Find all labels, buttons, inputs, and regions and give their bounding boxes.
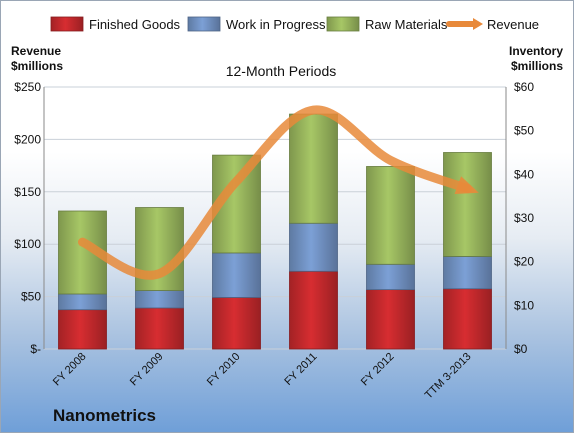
- company-name: Nanometrics: [53, 406, 156, 425]
- bar-segment: [443, 256, 492, 290]
- legend: Finished Goods Work in Progress Raw Materi…: [50, 16, 539, 32]
- left-tick-label: $250: [14, 80, 41, 94]
- right-tick-label: $20: [514, 255, 534, 269]
- right-tick-label: $0: [514, 342, 528, 356]
- gridlines: [43, 86, 507, 350]
- right-tick-label: $40: [514, 167, 534, 181]
- legend-label: Raw Materials: [365, 17, 448, 32]
- legend-label: Revenue: [487, 17, 539, 32]
- bar-segment: [289, 222, 338, 272]
- bar-segment: [58, 309, 107, 350]
- category-label: TTM 3-2013: [423, 351, 474, 402]
- left-axis-title-line2: $millions: [11, 59, 63, 73]
- left-axis-ticks: $- $50 $100 $150 $200 $250: [14, 80, 41, 356]
- legend-arrow-icon: [473, 18, 483, 30]
- left-tick-label: $100: [14, 237, 41, 251]
- bar-segment: [366, 263, 415, 291]
- left-tick-label: $50: [21, 290, 41, 304]
- bar-segment: [135, 307, 184, 350]
- left-tick-label: $200: [14, 132, 41, 146]
- right-tick-label: $10: [514, 298, 534, 312]
- legend-label: Work in Progress: [226, 17, 326, 32]
- bar-segment: [443, 288, 492, 350]
- category-label: FY 2012: [359, 351, 397, 389]
- legend-label: Finished Goods: [89, 17, 181, 32]
- chart-subtitle: 12-Month Periods: [226, 63, 337, 79]
- revenue-arrowhead: [454, 176, 479, 194]
- left-axis-title-line1: Revenue: [11, 44, 61, 58]
- right-tick-label: $50: [514, 124, 534, 138]
- bar-segment: [289, 270, 338, 350]
- bar-segment: [212, 252, 261, 298]
- legend-swatch: [50, 16, 84, 32]
- category-label: FY 2011: [282, 351, 319, 388]
- left-tick-label: $150: [14, 185, 41, 199]
- legend-swatch: [187, 16, 221, 32]
- right-tick-label: $60: [514, 80, 534, 94]
- bar-segment: [366, 289, 415, 350]
- revenue-line: [78, 105, 472, 280]
- bar-stacks: [58, 113, 492, 350]
- category-label: FY 2008: [51, 351, 89, 389]
- bar-segment: [443, 152, 492, 257]
- bar-segment: [212, 297, 261, 350]
- bar-segment: [135, 290, 184, 309]
- category-label: FY 2010: [205, 351, 243, 389]
- category-label: FY 2009: [128, 351, 166, 389]
- right-axis-title-line2: $millions: [511, 59, 563, 73]
- bar-segment: [58, 293, 107, 311]
- left-tick-label: $-: [30, 342, 41, 356]
- bar-segment: [366, 166, 415, 265]
- right-axis-ticks: $0 $10 $20 $30 $40 $50 $60: [514, 80, 534, 356]
- bar-segment: [289, 113, 338, 224]
- category-labels: FY 2008 FY 2009 FY 2010 FY 2011 FY 2012 TTM 3…: [51, 351, 474, 402]
- right-tick-label: $30: [514, 211, 534, 225]
- legend-swatch: [326, 16, 360, 32]
- right-axis-title-line1: Inventory: [509, 44, 563, 58]
- revenue-line-group: [78, 105, 479, 280]
